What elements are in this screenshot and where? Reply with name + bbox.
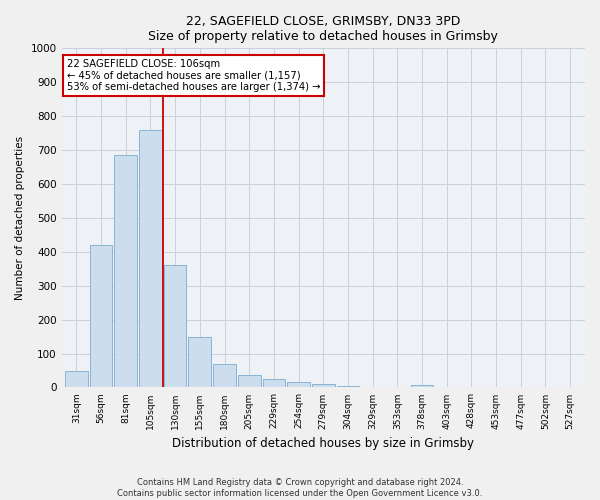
- Bar: [115, 155, 137, 388]
- Bar: [287, 382, 310, 388]
- Bar: [213, 364, 236, 388]
- X-axis label: Distribution of detached houses by size in Grimsby: Distribution of detached houses by size …: [172, 437, 474, 450]
- Bar: [139, 130, 162, 388]
- Bar: [188, 336, 211, 388]
- Y-axis label: Number of detached properties: Number of detached properties: [15, 136, 25, 300]
- Title: 22, SAGEFIELD CLOSE, GRIMSBY, DN33 3PD
Size of property relative to detached hou: 22, SAGEFIELD CLOSE, GRIMSBY, DN33 3PD S…: [148, 15, 498, 43]
- Text: 22 SAGEFIELD CLOSE: 106sqm
← 45% of detached houses are smaller (1,157)
53% of s: 22 SAGEFIELD CLOSE: 106sqm ← 45% of deta…: [67, 58, 320, 92]
- Text: Contains HM Land Registry data © Crown copyright and database right 2024.
Contai: Contains HM Land Registry data © Crown c…: [118, 478, 482, 498]
- Bar: [337, 386, 359, 388]
- Bar: [89, 245, 112, 388]
- Bar: [164, 266, 187, 388]
- Bar: [65, 371, 88, 388]
- Bar: [361, 387, 384, 388]
- Bar: [263, 379, 285, 388]
- Bar: [238, 375, 260, 388]
- Bar: [312, 384, 335, 388]
- Bar: [410, 384, 433, 388]
